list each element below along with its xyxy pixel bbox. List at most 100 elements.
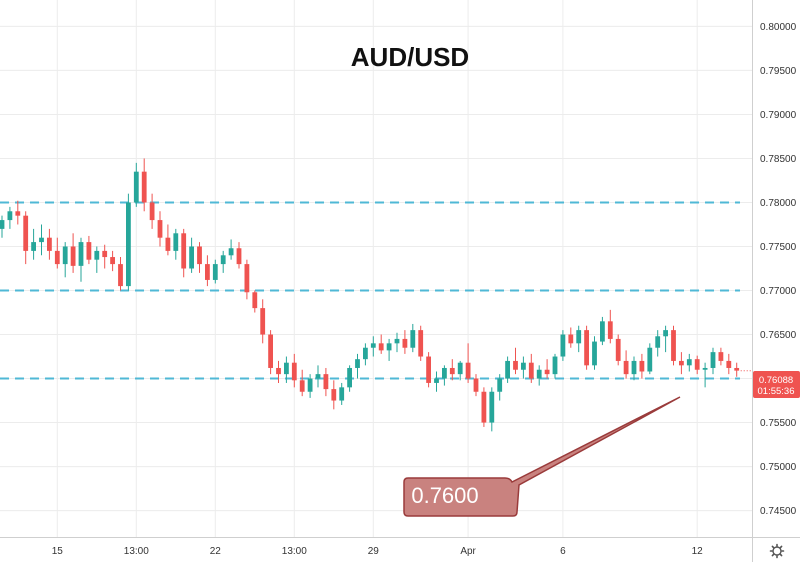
candle-body	[110, 257, 115, 265]
candle	[394, 332, 400, 353]
candle	[212, 259, 218, 284]
candle-body	[133, 171, 139, 203]
candle-body	[442, 367, 447, 379]
candle	[228, 239, 234, 260]
candle-body	[102, 250, 108, 258]
candle-body	[197, 246, 202, 265]
y-axis: 0.80000 0.79500 0.79000 0.78500 0.78000 0.775…	[752, 0, 797, 562]
candle-body	[268, 334, 273, 368]
candle-body	[434, 378, 439, 383]
candle	[655, 330, 661, 357]
x-tick-label: 22	[210, 546, 222, 557]
candle-body	[544, 369, 550, 375]
candle	[686, 353, 692, 372]
candle-body	[410, 330, 416, 348]
candle-body	[370, 343, 376, 348]
candle-body	[347, 367, 352, 388]
candle	[426, 352, 431, 388]
candle-body	[7, 211, 13, 221]
candle	[62, 242, 68, 278]
y-tick-label: 0.75000	[760, 462, 797, 473]
candle	[70, 233, 76, 273]
current-price-value: 0.76088	[759, 375, 793, 386]
candle-body	[355, 359, 360, 368]
candles	[0, 158, 740, 432]
candle	[718, 347, 724, 366]
candle	[268, 330, 273, 375]
candle-body	[31, 242, 36, 251]
candle	[54, 237, 60, 269]
candle-body	[536, 369, 542, 379]
candle-body	[655, 336, 661, 348]
candle	[615, 334, 621, 366]
candle-body	[718, 352, 724, 361]
candle-body	[473, 378, 479, 392]
callout-pointer	[403, 396, 681, 517]
candle-body	[394, 338, 400, 344]
candle-body	[307, 378, 313, 392]
candle	[307, 374, 313, 398]
candle-body	[260, 308, 266, 335]
candle-body	[228, 248, 234, 256]
candle	[126, 193, 131, 291]
candle	[363, 343, 368, 366]
y-tick-label: 0.80000	[760, 22, 797, 33]
candle-body	[236, 248, 242, 265]
candle	[473, 374, 479, 397]
candle-body	[489, 391, 495, 423]
candle-body	[205, 264, 210, 280]
candle	[671, 325, 676, 366]
candle	[560, 330, 566, 361]
candle	[157, 211, 163, 247]
candle	[402, 330, 408, 354]
candle-body	[623, 360, 629, 375]
candle-body	[465, 362, 471, 379]
x-tick-label: 13:00	[282, 546, 307, 557]
candle-body	[149, 202, 155, 221]
candle-body	[378, 343, 384, 351]
candle	[513, 347, 518, 375]
candle-body	[513, 360, 518, 370]
candle	[576, 325, 582, 353]
candle-body	[607, 321, 613, 339]
candle	[78, 237, 84, 282]
candle	[197, 242, 202, 273]
candle-body	[449, 367, 455, 375]
candle-body	[291, 362, 297, 381]
candle	[489, 387, 495, 432]
candle	[521, 356, 526, 379]
x-tick-label: 29	[368, 546, 380, 557]
candle-body	[157, 220, 163, 238]
candle	[173, 228, 179, 260]
candle-body	[686, 359, 692, 366]
y-tick-label: 0.75500	[760, 418, 797, 429]
x-tick-label: 15	[52, 546, 64, 557]
candle-body	[710, 352, 716, 368]
candle-body	[276, 367, 281, 375]
x-tick-label: 12	[692, 546, 704, 557]
current-price-tag: 0.76088 01:55:36	[753, 371, 800, 398]
candle	[315, 365, 321, 388]
candle	[710, 347, 716, 375]
candle	[694, 355, 700, 375]
candle	[465, 343, 471, 383]
candle	[607, 309, 613, 344]
x-tick-label: Apr	[460, 546, 476, 557]
candle	[623, 350, 629, 379]
candle	[497, 374, 503, 401]
candle-body	[592, 341, 597, 366]
candle	[449, 359, 455, 381]
candle	[220, 250, 226, 273]
candle-body	[284, 362, 289, 375]
candle-body	[181, 233, 187, 269]
candle-body	[505, 360, 510, 379]
candle-body	[639, 360, 645, 372]
candle-body	[54, 250, 60, 265]
candle	[299, 369, 305, 397]
candle	[355, 353, 360, 379]
candle-body	[118, 264, 123, 287]
settings-gear-icon[interactable]	[769, 543, 785, 559]
candle	[331, 380, 337, 410]
y-tick-label: 0.78000	[760, 198, 797, 209]
